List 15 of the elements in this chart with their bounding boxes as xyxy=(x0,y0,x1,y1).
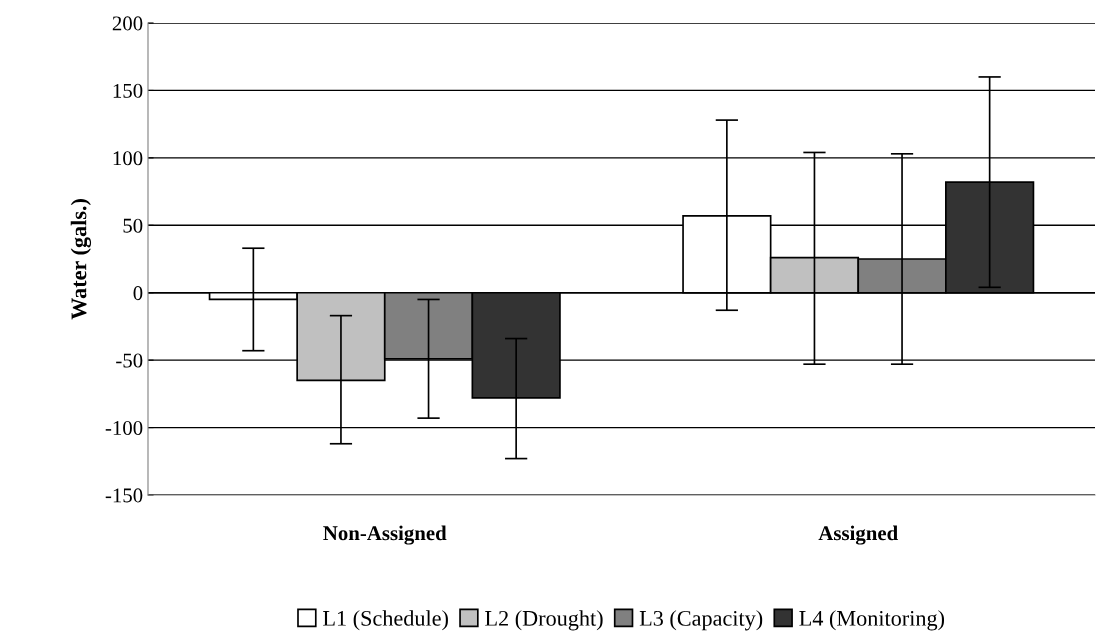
legend-label: L3 (Capacity) xyxy=(639,610,763,631)
y-tick-label: 200 xyxy=(112,16,143,31)
y-tick-label: 100 xyxy=(113,151,143,166)
legend-label: L1 (Schedule) xyxy=(323,610,448,631)
legend-label: L2 (Drought) xyxy=(485,610,603,631)
y-tick-label: 50 xyxy=(123,218,143,233)
x-tick-label: Non-Assigned xyxy=(323,525,447,545)
x-tick-label: Assigned xyxy=(818,525,898,545)
y-tick-label: 150 xyxy=(113,83,143,98)
y-axis-title: Water (gals.) xyxy=(70,199,92,320)
legend-label: L4 (Monitoring) xyxy=(799,610,945,631)
y-tick-label: -150 xyxy=(105,488,143,503)
y-tick-label: -100 xyxy=(105,420,143,435)
y-tick-label: 0 xyxy=(133,286,143,301)
y-tick-label: -50 xyxy=(116,353,143,368)
